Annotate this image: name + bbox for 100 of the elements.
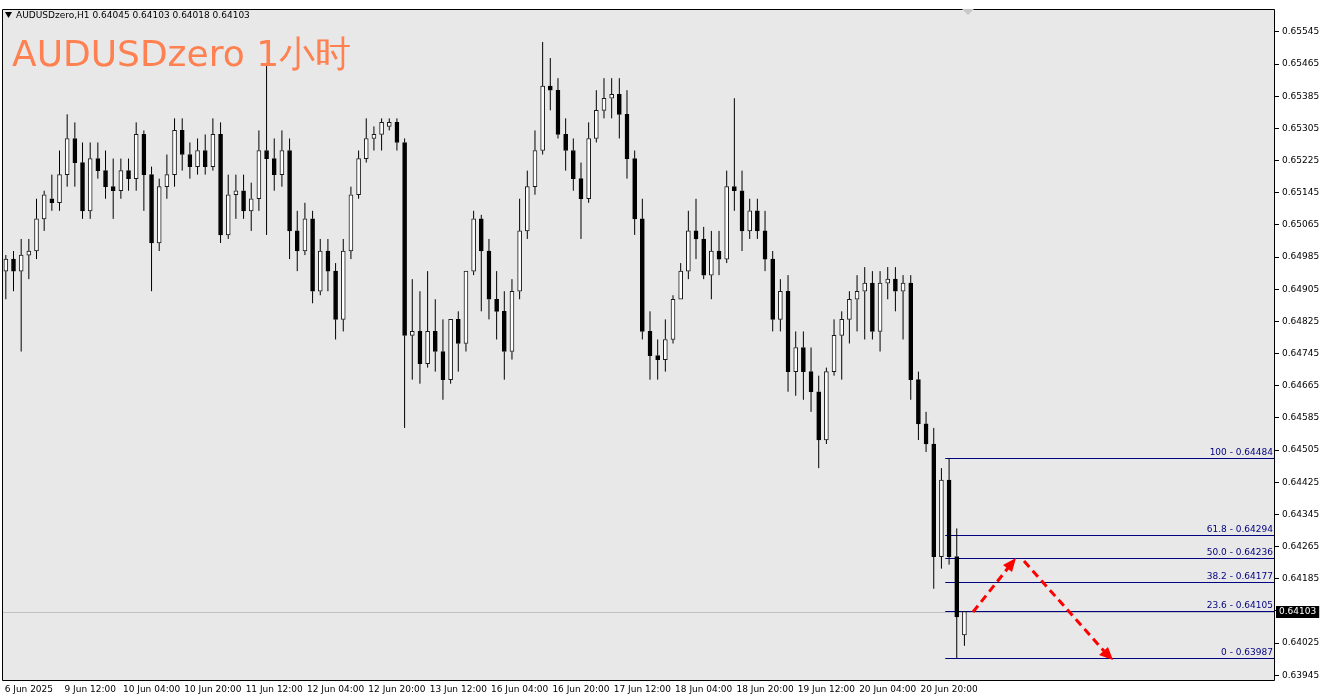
candlestick — [103, 150, 108, 200]
candlestick — [939, 467, 944, 570]
candlestick — [294, 210, 300, 272]
candlestick — [732, 97, 737, 212]
candlestick — [87, 141, 93, 220]
candlestick — [501, 290, 507, 381]
y-tick-label: 0.64185 — [1282, 573, 1320, 584]
candlestick — [179, 117, 185, 172]
x-tick-label: 6 Jun 2025 — [4, 683, 54, 694]
candlestick — [793, 330, 799, 397]
candlestick — [663, 318, 668, 373]
annotation: 23.6 - 0.64105 — [1206, 599, 1273, 610]
candlestick — [494, 270, 499, 340]
x-tick-label: 10 Jun 04:00 — [122, 683, 181, 694]
candlestick — [609, 77, 614, 119]
candlestick — [271, 137, 277, 192]
candlestick — [18, 238, 24, 353]
candlestick — [747, 198, 753, 240]
candlestick — [57, 150, 62, 212]
candlestick — [133, 121, 139, 192]
candlestick — [586, 121, 591, 204]
x-tick-label: 13 Jun 12:00 — [429, 683, 488, 694]
candlestick — [110, 158, 116, 220]
x-tick-label: 10 Jun 20:00 — [184, 683, 242, 694]
y-tick-label: 0.64665 — [1282, 380, 1320, 391]
candlestick — [340, 238, 346, 332]
y-tick-label: 0.65545 — [1282, 26, 1320, 37]
candlestick — [11, 250, 16, 292]
candlestick — [471, 210, 476, 276]
ref-line-label: 0.64103 — [1279, 606, 1317, 617]
candlestick — [563, 117, 568, 172]
candlestick — [655, 338, 660, 381]
candlestick — [333, 262, 338, 340]
y-tick-label: 0.64745 — [1282, 347, 1320, 358]
x-tick-label: 18 Jun 04:00 — [675, 683, 733, 694]
candlestick — [432, 298, 438, 373]
candlestick — [540, 41, 545, 156]
candlestick — [172, 117, 177, 188]
y-tick-label: 0.64985 — [1282, 251, 1320, 262]
y-tick-label: 0.64585 — [1282, 412, 1320, 423]
candlestick — [409, 278, 415, 381]
candlestick — [225, 174, 231, 240]
x-tick-label: 12 Jun 04:00 — [306, 683, 365, 694]
chart-subtitle: AUDUSDzero,H1 0.64045 0.64103 0.64018 0.64103 — [16, 10, 250, 20]
x-tick-label: 19 Jun 12:00 — [797, 683, 856, 694]
y-tick-label: 0.64025 — [1282, 637, 1320, 648]
y-tick-label: 0.64505 — [1282, 444, 1320, 455]
candlestick — [80, 141, 85, 220]
candlestick — [686, 210, 691, 280]
y-tick-label: 0.64265 — [1282, 540, 1320, 551]
x-tick-label: 18 Jun 20:00 — [736, 683, 794, 694]
candlestick — [839, 310, 845, 381]
annotation: 38.2 - 0.64177 — [1206, 570, 1273, 581]
candlestick — [931, 427, 937, 590]
x-tick-label: 16 Jun 04:00 — [491, 683, 549, 694]
candlestick — [908, 274, 914, 401]
candlestick — [478, 214, 484, 312]
candlestick — [801, 330, 806, 401]
candlestick — [770, 250, 776, 332]
x-tick-label: 20 Jun 20:00 — [920, 683, 978, 694]
y-tick-label: 0.65145 — [1282, 187, 1320, 198]
annotation: 61.8 - 0.64294 — [1206, 523, 1274, 534]
x-tick-label: 20 Jun 04:00 — [859, 683, 917, 694]
candlestick — [241, 174, 246, 220]
candlestick — [126, 158, 131, 192]
candlestick — [402, 137, 407, 429]
text: AUDUSDzero 1小时 — [12, 32, 352, 76]
annotation: 100 - 0.64484 — [1209, 446, 1274, 457]
y-tick-label: 0.64425 — [1282, 476, 1320, 487]
candlestick — [524, 170, 530, 240]
candlestick — [617, 77, 622, 139]
y-tick-label: 0.64825 — [1282, 315, 1320, 326]
candlestick — [862, 266, 868, 340]
x-tick-label: 16 Jun 20:00 — [552, 683, 610, 694]
x-tick-label: 12 Jun 20:00 — [368, 683, 426, 694]
candlestick — [885, 266, 891, 300]
candlestick — [893, 266, 898, 312]
candlestick — [847, 290, 852, 344]
candlestick — [218, 121, 223, 244]
candlestick — [455, 310, 461, 373]
y-tick-label: 0.65305 — [1282, 122, 1320, 133]
candlestick — [724, 170, 730, 264]
y-tick-label: 0.64345 — [1282, 508, 1320, 519]
candlestick — [379, 117, 384, 152]
candlestick — [816, 375, 822, 469]
x-tick-label: 17 Jun 12:00 — [613, 683, 672, 694]
candlestick — [755, 198, 760, 240]
candlestick — [287, 137, 292, 260]
candlestick — [64, 113, 70, 188]
y-tick-label: 0.63945 — [1282, 669, 1320, 680]
candlestick — [195, 137, 200, 176]
y-tick-label: 0.65385 — [1282, 90, 1320, 101]
candlestick — [425, 270, 430, 369]
annotation: 0 - 0.63987 — [1221, 646, 1273, 657]
y-tick-label: 0.65065 — [1282, 219, 1320, 230]
y-tick-label: 0.65225 — [1282, 154, 1320, 165]
candlestick — [570, 137, 576, 192]
candlestick — [248, 182, 254, 232]
y-tick-label: 0.65465 — [1282, 58, 1320, 69]
candlestick — [709, 230, 714, 300]
